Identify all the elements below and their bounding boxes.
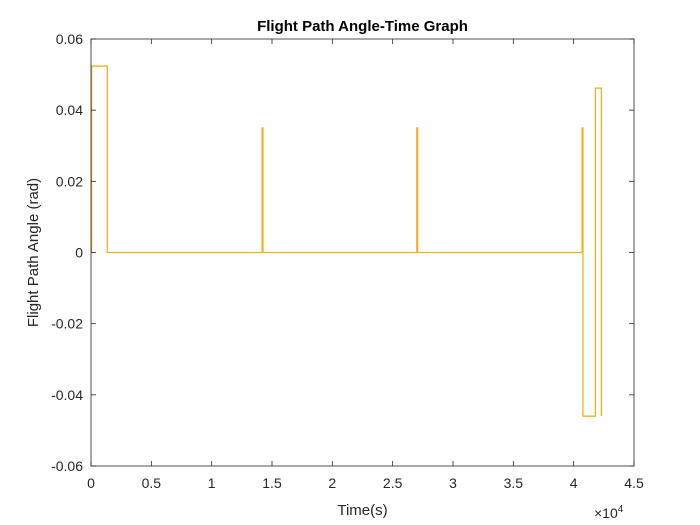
y-tick-label: 0	[75, 245, 83, 261]
y-tick-label: 0.04	[56, 102, 83, 118]
x-tick-label: 3.5	[504, 475, 524, 491]
y-tick-label: -0.02	[51, 316, 83, 332]
x-tick-label: 2	[328, 475, 336, 491]
x-tick-label: 1	[208, 475, 216, 491]
y-axis-label: Flight Path Angle (rad)	[25, 178, 42, 327]
y-tick-label: -0.04	[51, 387, 83, 403]
x-tick-label: 0	[87, 475, 95, 491]
x-axis: 0 0.5 1 1.5 2 2.5 3 3.5 4 4.5	[87, 39, 644, 491]
y-tick-label: 0.02	[56, 173, 83, 189]
x-tick-label: 4.5	[624, 475, 644, 491]
x-tick-label: 1.5	[262, 475, 282, 491]
chart-title: Flight Path Angle-Time Graph	[257, 18, 468, 35]
x-exponent-power: 4	[618, 504, 624, 515]
x-axis-label: Time(s)	[337, 502, 387, 519]
x-tick-label: 3	[449, 475, 457, 491]
x-tick-label: 4	[570, 475, 578, 491]
series-layer	[90, 65, 603, 417]
x-tick-label: 2.5	[383, 475, 403, 491]
svg-text:×104: ×104	[594, 504, 624, 521]
y-axis: -0.06 -0.04 -0.02 0 0.02 0.04 0.06	[51, 31, 634, 474]
x-axis-exponent: ×104	[594, 504, 624, 521]
series-line-0	[90, 65, 603, 417]
y-tick-label: -0.06	[51, 458, 83, 474]
x-exponent-base: ×10	[594, 505, 618, 521]
x-tick-label: 0.5	[142, 475, 162, 491]
y-tick-label: 0.06	[56, 31, 83, 47]
